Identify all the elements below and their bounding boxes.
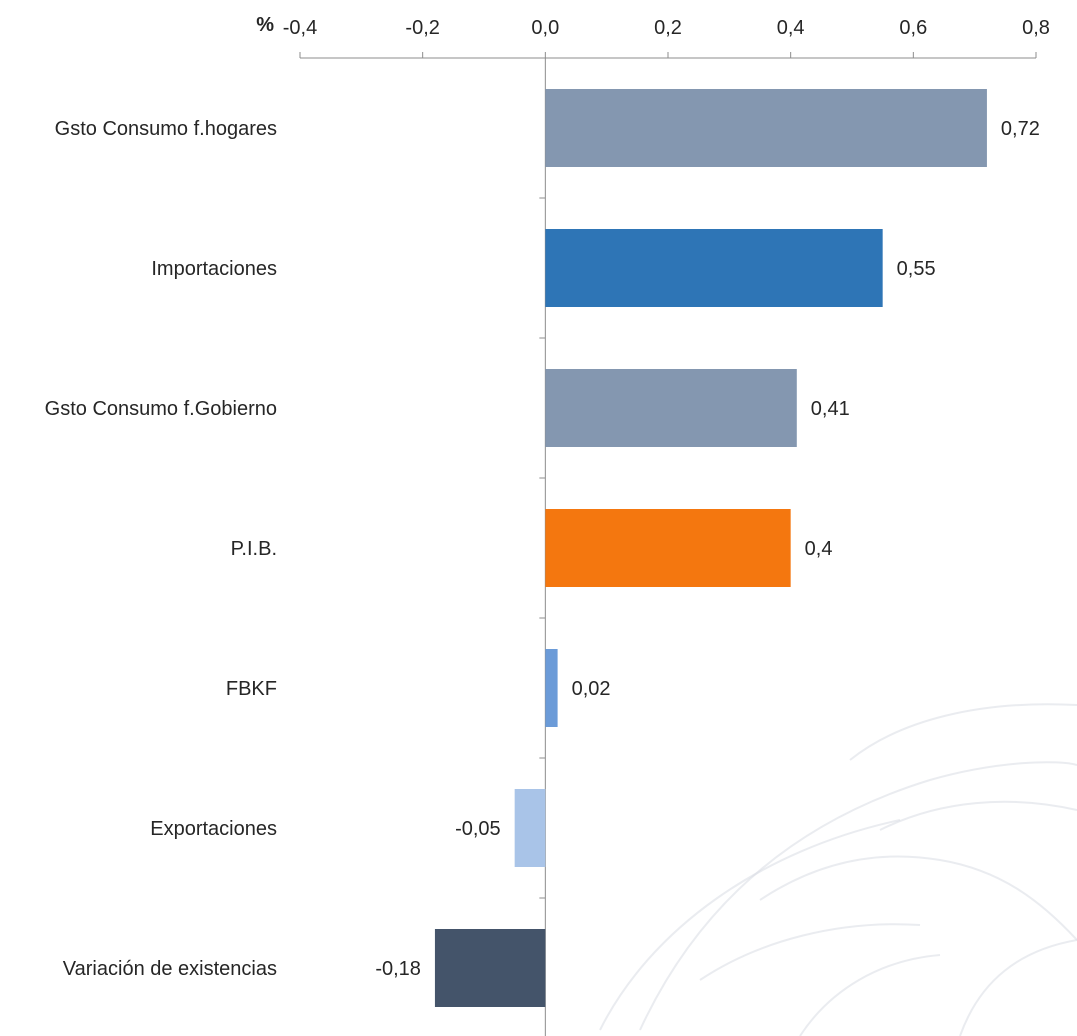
data-label: 0,72 — [1001, 118, 1040, 140]
data-label: -0,05 — [455, 818, 501, 840]
category-label: Gsto Consumo f.Gobierno — [45, 398, 277, 420]
bar — [545, 89, 987, 167]
x-tick-label: 0,2 — [654, 17, 682, 39]
data-label: -0,18 — [375, 958, 421, 980]
data-label: 0,02 — [572, 678, 611, 700]
category-label: FBKF — [226, 678, 277, 700]
bar — [545, 369, 797, 447]
bar — [545, 229, 883, 307]
category-label: Gsto Consumo f.hogares — [55, 118, 277, 140]
data-label: 0,4 — [805, 538, 833, 560]
bars — [434, 89, 987, 1007]
bar — [545, 649, 558, 727]
category-label: Exportaciones — [150, 818, 277, 840]
watermark-emblem — [599, 703, 1077, 1036]
category-label: Variación de existencias — [63, 958, 277, 980]
x-tick-label: 0,6 — [899, 17, 927, 39]
bar — [514, 789, 546, 867]
labels: Gsto Consumo f.hogares 0,72 Importaciones 0… — [45, 118, 1040, 980]
x-tick-label: -0,2 — [405, 17, 439, 39]
category-label: Importaciones — [151, 258, 277, 280]
category-label: P.I.B. — [231, 538, 277, 560]
data-label: 0,41 — [811, 398, 850, 420]
x-tick-label: 0,0 — [531, 17, 559, 39]
unit-label: % — [256, 14, 274, 36]
x-tick-label: 0,8 — [1022, 17, 1050, 39]
bar — [545, 509, 791, 587]
data-label: 0,55 — [897, 258, 936, 280]
x-tick-label: -0,4 — [283, 17, 317, 39]
bar — [434, 929, 546, 1007]
x-tick-label: 0,4 — [777, 17, 805, 39]
